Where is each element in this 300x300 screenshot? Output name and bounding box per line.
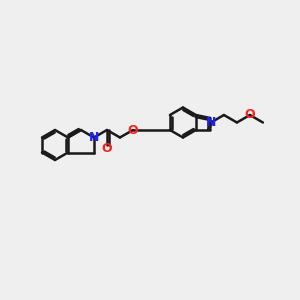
Text: N: N bbox=[89, 131, 99, 144]
Text: O: O bbox=[244, 109, 255, 122]
Text: N: N bbox=[206, 116, 216, 129]
Text: O: O bbox=[128, 124, 138, 136]
Text: O: O bbox=[102, 142, 112, 155]
